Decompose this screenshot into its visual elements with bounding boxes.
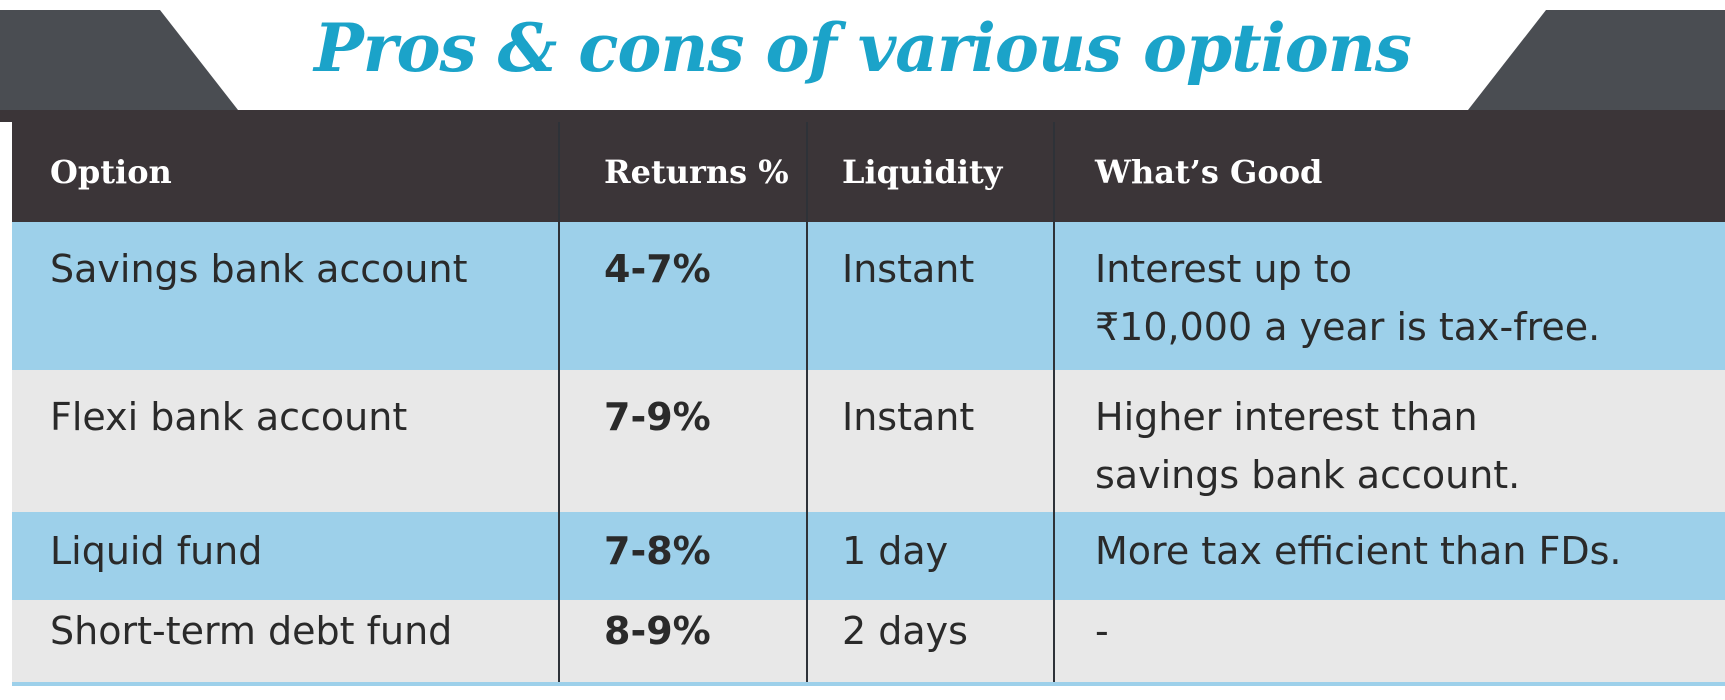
- returns-cell: 7-8%: [560, 512, 808, 600]
- table-row: Short-term debt fund 8-9% 2 days -: [12, 600, 1725, 682]
- whats-good-cell: Interest up to ₹10,000 a year is tax-fre…: [1055, 222, 1725, 370]
- banner-right-shape: [1468, 10, 1725, 122]
- liquidity-cell: 1 day: [808, 512, 1055, 600]
- header-liquidity: Liquidity: [808, 122, 1055, 222]
- page-title: Pros & cons of various options: [314, 9, 1412, 87]
- returns-cell: 4-7%: [560, 222, 808, 370]
- table-header-row: Option Returns % Liquidity What’s Good: [12, 122, 1725, 222]
- option-cell: Short-term debt fund: [12, 600, 560, 682]
- whats-good-cell: Higher interest than savings bank accoun…: [1055, 370, 1725, 512]
- table-row: Liquid fund 7-8% 1 day More tax efficien…: [12, 512, 1725, 600]
- option-cell: Flexi bank account: [12, 370, 560, 512]
- liquidity-cell: Instant: [808, 222, 1055, 370]
- option-cell: Savings bank account: [12, 222, 560, 370]
- table-row: Flexi bank account 7-9% Instant Higher i…: [12, 370, 1725, 512]
- header-whats-good: What’s Good: [1095, 153, 1323, 191]
- whats-good-line-1: -: [1095, 609, 1109, 653]
- option-cell: Liquid fund: [12, 512, 560, 600]
- returns-cell: 8-9%: [560, 600, 808, 682]
- header-option: Option: [12, 122, 560, 222]
- whats-good-line-1: Higher interest than: [1095, 395, 1478, 439]
- returns-cell: 7-9%: [560, 370, 808, 512]
- header-returns: Returns %: [560, 122, 808, 222]
- table-bottom-rule: [12, 682, 1725, 686]
- whats-good-line-1: More tax efficient than FDs.: [1095, 529, 1622, 573]
- banner-base-strip: [0, 110, 1725, 122]
- whats-good-cell: More tax efficient than FDs.: [1055, 512, 1725, 600]
- whats-good-line-1: Interest up to: [1095, 247, 1352, 291]
- title-banner: [0, 10, 1725, 122]
- whats-good-cell: -: [1055, 600, 1725, 682]
- liquidity-cell: 2 days: [808, 600, 1055, 682]
- banner-left-shape: [0, 10, 238, 122]
- whats-good-line-2: savings bank account.: [1095, 453, 1521, 497]
- liquidity-cell: Instant: [808, 370, 1055, 512]
- table-row: Savings bank account 4-7% Instant Intere…: [12, 222, 1725, 370]
- whats-good-line-2: ₹10,000 a year is tax-free.: [1095, 305, 1601, 349]
- comparison-table: Option Returns % Liquidity What’s Good S…: [12, 122, 1725, 690]
